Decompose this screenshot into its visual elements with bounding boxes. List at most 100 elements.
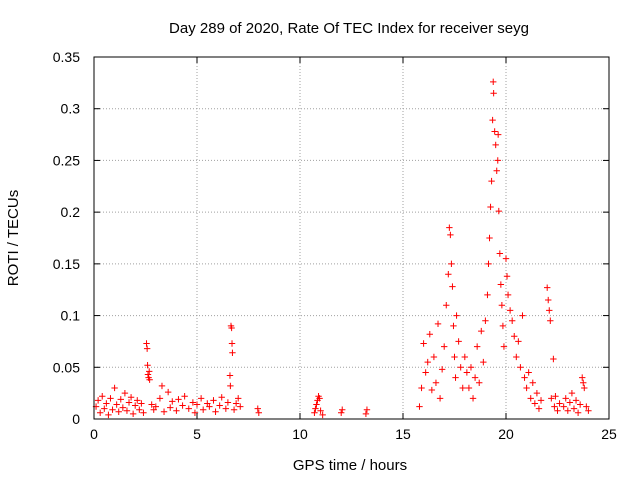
data-point (579, 374, 586, 381)
data-point (498, 302, 506, 309)
data-point (473, 343, 481, 350)
data-point (136, 406, 143, 413)
data-point (495, 207, 502, 215)
data-point (109, 406, 116, 413)
data-point (191, 409, 199, 416)
data-point (119, 404, 127, 411)
data-point (556, 400, 563, 407)
data-point (523, 384, 530, 392)
data-point (222, 405, 230, 412)
data-point (197, 395, 205, 402)
data-point (486, 234, 493, 242)
data-point (311, 409, 318, 416)
data-point (552, 393, 559, 400)
data-point (436, 395, 444, 402)
data-point (546, 307, 553, 314)
data-point (94, 397, 102, 404)
x-tick-label: 0 (90, 426, 98, 442)
plot-frame (93, 56, 610, 420)
data-point (447, 231, 454, 239)
data-point (224, 399, 232, 406)
data-point (175, 396, 182, 403)
data-point (117, 396, 124, 403)
data-point (521, 374, 528, 381)
data-point (459, 384, 466, 392)
data-point (461, 353, 468, 361)
data-point (144, 371, 152, 378)
data-point (502, 255, 510, 262)
y-tick-label: 0 (72, 411, 80, 427)
data-point (129, 410, 137, 418)
data-point (138, 400, 145, 407)
data-point (469, 395, 477, 402)
data-point (453, 312, 460, 319)
y-tick-label: 0.05 (53, 359, 80, 375)
data-point (319, 411, 326, 419)
data-point (169, 398, 176, 405)
data-point (156, 395, 164, 402)
data-point (228, 324, 235, 332)
data-point (228, 340, 236, 347)
data-point (511, 333, 518, 340)
data-point (430, 353, 438, 361)
data-point (438, 366, 446, 373)
data-point (189, 399, 197, 406)
data-point (583, 403, 590, 410)
data-point (232, 400, 240, 407)
data-point (515, 338, 522, 345)
data-point (562, 395, 569, 402)
data-point (568, 389, 576, 397)
data-point (185, 405, 192, 412)
data-point (362, 410, 370, 418)
data-point (580, 379, 587, 386)
data-point (160, 408, 168, 415)
data-point (218, 394, 225, 401)
data-point (148, 401, 155, 408)
data-point (449, 283, 456, 290)
data-point (446, 224, 453, 231)
data-point (491, 128, 498, 135)
data-point (508, 317, 516, 324)
data-point (121, 389, 129, 397)
data-point (537, 397, 545, 404)
data-point (441, 343, 448, 350)
data-point (581, 384, 588, 392)
data-point (132, 402, 139, 409)
data-point (570, 405, 578, 412)
data-point (226, 372, 234, 379)
data-point (576, 401, 584, 408)
data-point (134, 397, 141, 404)
data-point (237, 403, 244, 410)
x-tick-label: 20 (498, 426, 514, 442)
data-point (494, 157, 501, 164)
data-point (513, 353, 520, 361)
data-point (140, 409, 147, 416)
data-point (574, 409, 582, 416)
data-point (564, 407, 571, 414)
data-point (111, 384, 118, 392)
data-points (92, 78, 592, 419)
data-point (535, 405, 543, 412)
data-point (451, 353, 458, 361)
data-point (144, 362, 151, 369)
data-point (527, 395, 534, 402)
data-point (478, 327, 485, 335)
x-tick-label: 25 (601, 426, 617, 442)
y-axis-label: ROTI / TECUs (5, 190, 22, 286)
data-point (212, 408, 219, 415)
data-point (504, 291, 512, 299)
data-point (463, 369, 471, 376)
data-point (517, 364, 524, 371)
data-point (548, 395, 555, 402)
data-point (480, 358, 487, 366)
data-point (105, 411, 112, 419)
data-point (422, 369, 429, 376)
data-point (471, 374, 479, 381)
data-point (445, 271, 452, 278)
x-tick-label: 10 (292, 426, 308, 442)
data-point (313, 401, 320, 408)
data-point (143, 340, 150, 347)
data-point (123, 407, 131, 414)
data-point (316, 395, 323, 402)
data-point (492, 141, 499, 149)
